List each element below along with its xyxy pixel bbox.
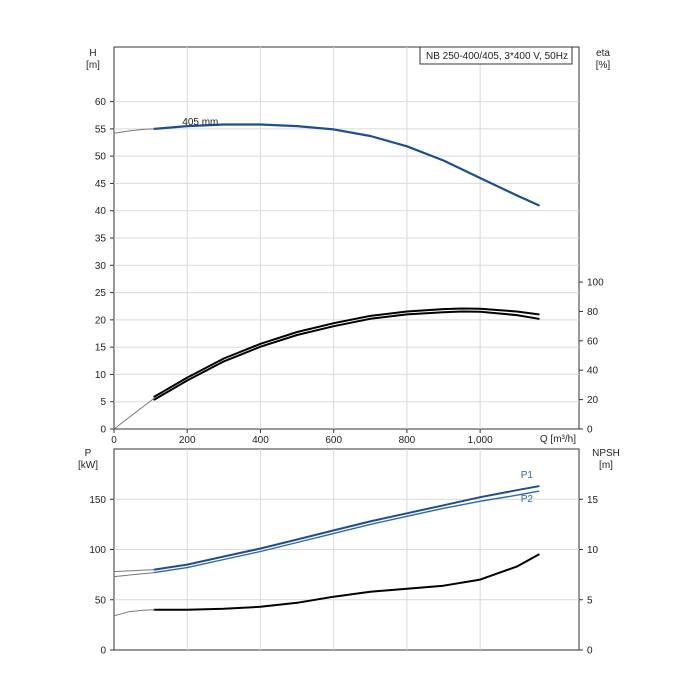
efficiency-tick-label: 60: [587, 336, 599, 347]
npsh-tick-label: 15: [587, 495, 599, 506]
flow-axis-ticks: 0 200 400 600 800 1,000: [111, 429, 493, 446]
npsh-tick-label: 10: [587, 545, 599, 556]
power-tick-label: 0: [100, 646, 106, 657]
power-npsh-panel: 0 50 100 150 0 5 10 15 P [kW] NPSH [m] P1 P2: [78, 448, 620, 657]
head-tick-label: 30: [95, 261, 107, 272]
top-grid: [114, 47, 579, 429]
head-axis-unit: [m]: [86, 60, 100, 71]
head-tick-label: 35: [95, 234, 107, 245]
x-tick-label: 0: [111, 435, 117, 446]
npsh-axis-unit: [m]: [599, 460, 613, 471]
head-tick-label: 5: [100, 397, 106, 408]
head-tick-label: 60: [95, 97, 107, 108]
x-tick-label: 1,000: [468, 435, 493, 446]
efficiency-tick-label: 0: [587, 425, 593, 436]
p1-extension-line: [113, 569, 155, 573]
head-tick-label: 45: [95, 179, 107, 190]
efficiency-lower-line: [153, 310, 540, 401]
npsh-tick-label: 5: [587, 595, 593, 606]
x-tick-label: 400: [252, 435, 269, 446]
head-efficiency-panel: 0 5 10 15 20 25 30 35 40 45 50 55 60 0 20 40 60 80 100 0 2…: [86, 46, 611, 446]
flow-axis-title: Q [m³/h]: [540, 434, 576, 445]
npsh-axis-ticks: 0 5 10 15: [579, 495, 599, 657]
head-tick-label: 55: [95, 124, 107, 135]
power-tick-label: 150: [89, 495, 106, 506]
head-tick-label: 15: [95, 343, 107, 354]
efficiency-axis-title: eta: [596, 48, 610, 59]
npsh-axis-title: NPSH: [592, 448, 620, 459]
head-tick-label: 10: [95, 370, 107, 381]
impeller-diameter-label: 405 mm: [182, 117, 218, 128]
head-tick-label: 0: [100, 425, 106, 436]
top-series-group: [113, 123, 540, 430]
p2-line: [153, 490, 540, 574]
legend-box: [419, 46, 573, 65]
power-tick-label: 50: [95, 595, 107, 606]
efficiency-tick-label: 20: [587, 395, 599, 406]
p1-line: [153, 485, 540, 571]
efficiency-axis-ticks: 0 20 40 60 80 100: [579, 278, 604, 436]
power-axis-title: P: [85, 448, 92, 459]
power-tick-label: 100: [89, 545, 106, 556]
head-tick-label: 40: [95, 206, 107, 217]
efficiency-upper-line: [153, 307, 540, 398]
head-line: [153, 123, 540, 207]
bottom-grid: [114, 449, 579, 650]
p2-series-label: P2: [521, 494, 534, 505]
head-tick-label: 50: [95, 152, 107, 163]
p1-series-label: P1: [521, 470, 534, 481]
efficiency-extension-line: [113, 397, 155, 430]
head-tick-label: 20: [95, 315, 107, 326]
efficiency-tick-label: 80: [587, 307, 599, 318]
x-tick-label: 800: [399, 435, 416, 446]
x-tick-label: 600: [325, 435, 342, 446]
head-tick-label: 25: [95, 288, 107, 299]
head-axis-ticks: 0 5 10 15 20 25 30 35 40 45 50 55 60: [95, 97, 114, 436]
p2-extension-line: [113, 572, 155, 578]
npsh-tick-label: 0: [587, 646, 593, 657]
power-axis-unit: [kW]: [78, 460, 98, 471]
efficiency-tick-label: 100: [587, 278, 604, 289]
efficiency-tick-label: 40: [587, 366, 599, 377]
legend-text: NB 250-400/405, 3*400 V, 50Hz: [426, 51, 568, 62]
npsh-line: [153, 553, 540, 611]
x-tick-label: 200: [179, 435, 196, 446]
head-axis-title: H: [89, 48, 96, 59]
power-axis-ticks: 0 50 100 150: [89, 495, 114, 657]
bottom-series-group: [113, 485, 540, 617]
head-extension-line: [113, 128, 155, 134]
efficiency-axis-unit: [%]: [596, 60, 611, 71]
npsh-extension-line: [113, 609, 155, 617]
